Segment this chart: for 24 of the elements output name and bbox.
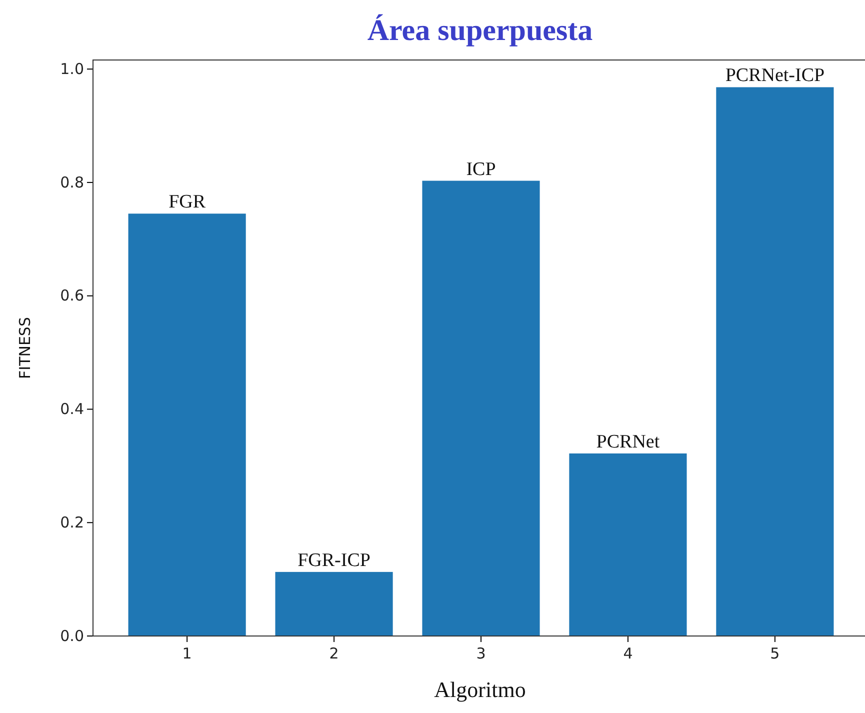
x-tick-label: 5 [770,644,780,662]
y-tick-label: 1.0 [60,60,84,78]
bar [716,87,834,636]
x-tick-label: 3 [476,644,486,662]
x-axis-title: Algoritmo [434,677,526,702]
y-tick-label: 0.4 [60,400,84,418]
annotation: FGR [168,192,206,213]
y-tick-label: 0.6 [60,286,84,305]
bar [422,180,540,636]
y-tick-label: 0.8 [60,173,84,192]
annotation: PCRNet-ICP [725,65,825,86]
annotation: PCRNet [596,431,660,452]
x-tick-label: 1 [182,644,192,662]
annotation: ICP [466,158,496,180]
bar [128,214,246,636]
y-tick-label: 0.0 [60,626,84,645]
chart-title: Área superpuesta [367,14,593,47]
x-tick-label: 2 [329,644,339,662]
y-axis-title: FITNESS [16,317,34,379]
bar [275,572,393,636]
annotation: FGR-ICP [298,550,370,571]
x-tick-label: 4 [623,644,633,662]
y-tick-label: 0.2 [60,513,84,532]
bar [569,453,687,636]
